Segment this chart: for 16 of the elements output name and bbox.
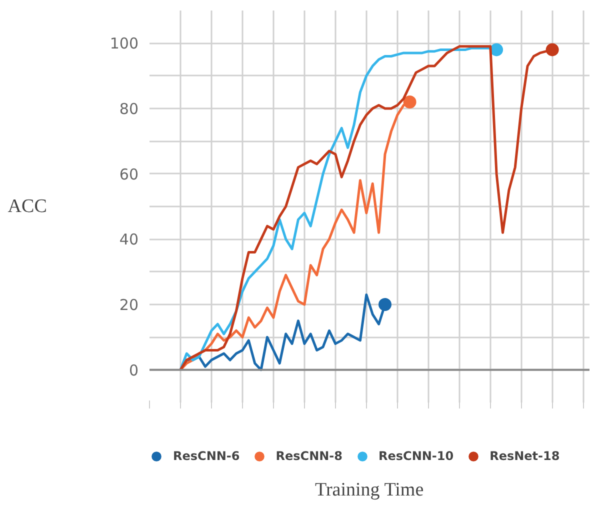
y-tick-label: 100 [110,34,139,53]
point [490,43,504,56]
point [403,95,416,108]
legend-label: ResCNN-8 [276,449,342,463]
x-axis-title: Training Time [315,480,424,500]
point [546,43,559,56]
legend-label: ResCNN-6 [173,449,240,463]
y-tick-label: 40 [119,230,139,249]
legend-label: ResNet-18 [490,449,560,463]
legend-label: ResCNN-10 [378,449,454,463]
y-tick-label: 60 [119,165,139,184]
y-tick-label: 0 [128,361,139,380]
y-axis-title: ACC [8,196,47,217]
point [378,298,392,311]
y-tick-label: 80 [119,100,139,118]
y-tick-label: 20 [119,296,139,314]
